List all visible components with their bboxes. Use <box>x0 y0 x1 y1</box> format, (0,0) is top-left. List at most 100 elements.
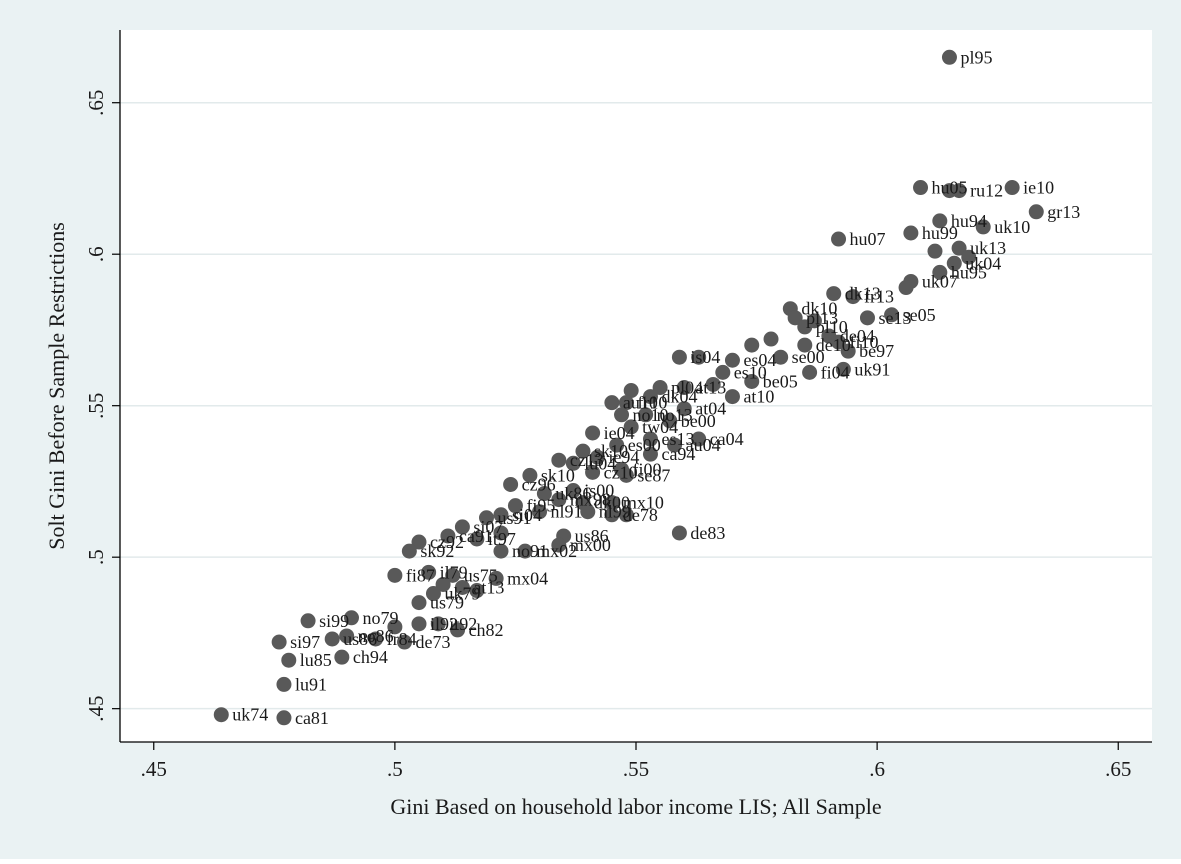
data-point <box>797 319 813 335</box>
data-point <box>532 504 548 520</box>
point-label: es04 <box>743 350 776 370</box>
data-point <box>213 707 229 723</box>
data-point <box>387 567 403 583</box>
point-label: fi10 <box>850 332 879 352</box>
data-point <box>430 616 446 632</box>
point-label: si99 <box>319 611 349 631</box>
point-label: de04 <box>840 326 875 346</box>
data-point <box>835 361 851 377</box>
x-axis-title: Gini Based on household labor income LIS… <box>390 794 881 819</box>
data-point <box>300 613 316 629</box>
data-point <box>642 431 658 447</box>
point-label: nl91 <box>551 502 583 522</box>
data-point <box>763 331 779 347</box>
data-point <box>271 634 287 650</box>
point-label: de83 <box>690 523 725 543</box>
axes: .45 .5 .55 .6 .65 .45 .5 .55 .6 .65 <box>84 30 1152 781</box>
data-point <box>1004 180 1020 196</box>
point-label: lu91 <box>295 674 327 694</box>
point-label: uk10 <box>994 217 1030 237</box>
point-label: fi00 <box>633 459 662 479</box>
point-label: se87 <box>637 465 670 485</box>
point-label: pl13 <box>806 308 838 328</box>
point-label: si07 <box>473 517 503 537</box>
data-point <box>488 570 504 586</box>
point-label: au04 <box>686 435 721 455</box>
data-point <box>397 634 413 650</box>
data-point <box>927 243 943 259</box>
data-point <box>676 380 692 396</box>
data-point <box>585 464 601 480</box>
point-label: mx02 <box>536 541 577 561</box>
data-point <box>744 373 760 389</box>
point-label: tw04 <box>642 417 678 437</box>
data-point <box>450 622 466 638</box>
point-label: at10 <box>743 387 774 407</box>
point-label: uk91 <box>854 359 890 379</box>
point-label: hu07 <box>850 229 886 249</box>
data-point <box>440 528 456 544</box>
point-label: us79 <box>430 593 464 613</box>
point-label: ru12 <box>970 181 1003 201</box>
point-label: es10 <box>734 362 767 382</box>
point-label: lu04 <box>584 453 616 473</box>
data-point <box>401 543 417 559</box>
point-label: sk92 <box>420 541 454 561</box>
data-point <box>368 631 384 647</box>
data-point <box>334 649 350 665</box>
point-label: hu05 <box>932 178 968 198</box>
y-tick-label: .6 <box>84 246 108 262</box>
x-tick-label: .5 <box>387 757 403 781</box>
point-label: uk79 <box>444 584 480 604</box>
data-point <box>580 504 596 520</box>
point-label: pl95 <box>960 47 992 67</box>
data-point <box>565 483 581 499</box>
data-point <box>642 389 658 405</box>
data-point <box>975 219 991 235</box>
point-label: is04 <box>690 347 720 367</box>
data-point <box>618 507 634 523</box>
data-point <box>623 419 639 435</box>
data-point <box>802 364 818 380</box>
data-point <box>493 507 509 523</box>
point-label: mx00 <box>570 535 611 555</box>
data-point <box>435 576 451 592</box>
point-label: si04 <box>512 505 542 525</box>
point-label: gr13 <box>1047 202 1080 222</box>
data-point <box>859 310 875 326</box>
data-point <box>614 407 630 423</box>
data-point <box>773 349 789 365</box>
point-label: ca81 <box>295 708 329 728</box>
point-label: cz96 <box>522 474 556 494</box>
data-point <box>932 213 948 229</box>
data-point <box>411 534 427 550</box>
data-point <box>609 437 625 453</box>
data-point <box>642 446 658 462</box>
point-label: cz92 <box>430 532 464 552</box>
point-label: us75 <box>464 565 498 585</box>
y-tick-label: .45 <box>84 696 108 722</box>
point-label: cz13 <box>570 450 604 470</box>
point-label: no86 <box>358 626 394 646</box>
x-tick-label: .55 <box>623 757 649 781</box>
data-point <box>705 376 721 392</box>
data-point <box>454 519 470 535</box>
data-point <box>724 389 740 405</box>
data-point <box>884 307 900 323</box>
point-label: it92 <box>449 614 477 634</box>
x-tick-label: .45 <box>141 757 167 781</box>
grid-lines <box>120 101 1152 710</box>
point-label: pl04 <box>671 378 703 398</box>
y-axis-title: Solt Gini Before Sample Restrictions <box>44 222 69 550</box>
data-point <box>551 452 567 468</box>
data-point <box>536 486 552 502</box>
point-label: no79 <box>362 608 398 628</box>
data-point <box>951 240 967 256</box>
data-point <box>604 495 620 511</box>
point-label: no91 <box>512 541 548 561</box>
data-point <box>787 310 803 326</box>
data-point <box>652 380 668 396</box>
point-label: no13 <box>657 405 693 425</box>
point-label: fi95 <box>526 496 555 516</box>
